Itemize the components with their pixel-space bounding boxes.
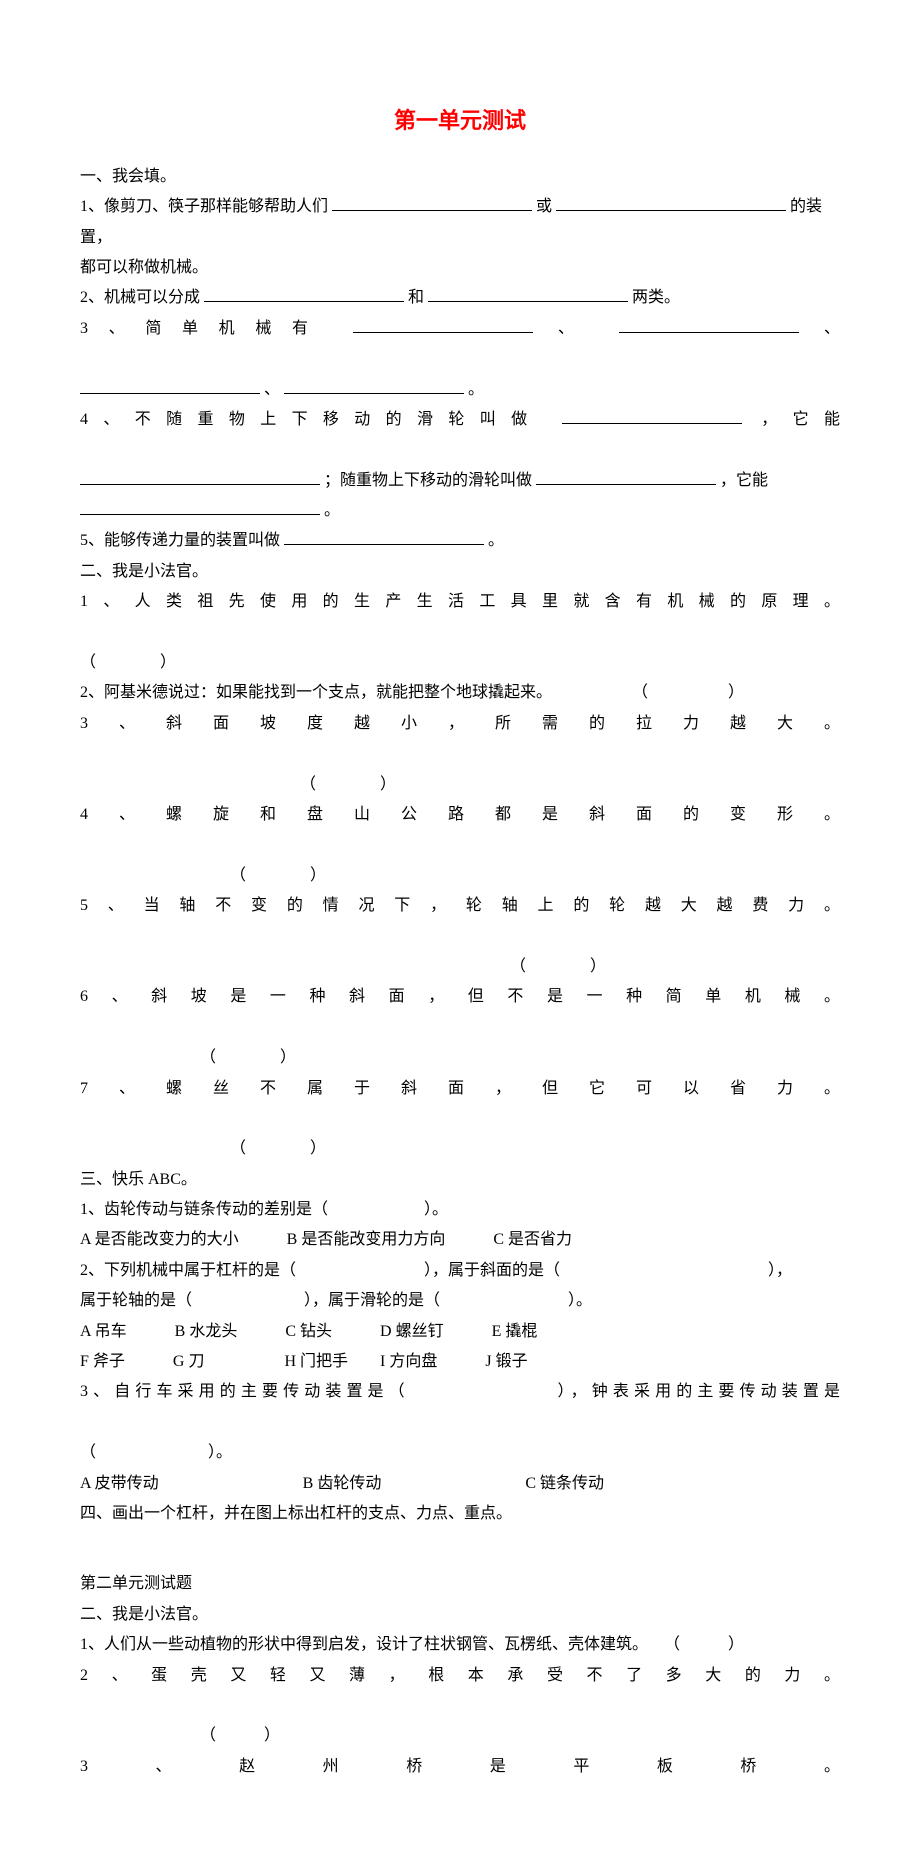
s3-q3b: （ ）。 — [80, 1438, 840, 1468]
blank[interactable] — [353, 316, 533, 333]
s2-q1-paren[interactable]: （ ） — [80, 648, 840, 678]
blank[interactable] — [80, 468, 320, 485]
text: ；随重物上下移动的滑轮叫做 — [324, 472, 532, 489]
text: 两类。 — [632, 289, 680, 306]
text: 和 — [408, 289, 424, 306]
s2-q6-paren[interactable]: （ ） — [80, 1043, 840, 1073]
text: 、 — [264, 381, 280, 398]
u2-q2-paren[interactable]: （ ） — [80, 1721, 840, 1751]
text: 。 — [324, 502, 340, 519]
s3-q1: 1、齿轮传动与链条传动的差别是（ ）。 — [80, 1195, 840, 1225]
blank[interactable] — [332, 194, 532, 211]
section1-heading: 一、我会填。 — [80, 162, 840, 192]
blank[interactable] — [80, 377, 260, 394]
s3-q2b: 属于轮轴的是（ ），属于滑轮的是（ ）。 — [80, 1286, 840, 1316]
text: 1、像剪刀、筷子那样能够帮助人们 — [80, 198, 328, 215]
s2-q4: 4、螺旋和盘山公路都是斜面的变形。 — [80, 800, 840, 861]
s1-q3-line1: 3、简单机械有 、 、 — [80, 314, 840, 375]
section2-heading: 二、我是小法官。 — [80, 557, 840, 587]
s3-q1-opts: A 是否能改变力的大小 B 是否能改变用力方向 C 是否省力 — [80, 1225, 840, 1255]
blank[interactable] — [619, 316, 799, 333]
blank[interactable] — [284, 528, 484, 545]
s1-q4-line2: ；随重物上下移动的滑轮叫做 ，它能 — [80, 466, 840, 496]
s3-q2-opts2: F 斧子 G 刀 H 门把手 I 方向盘 J 锻子 — [80, 1347, 840, 1377]
s1-q1: 1、像剪刀、筷子那样能够帮助人们 或 的装置， — [80, 192, 840, 253]
s1-q1-cont: 都可以称做机械。 — [80, 253, 840, 283]
s2-q4-paren[interactable]: （ ） — [80, 861, 840, 891]
blank[interactable] — [428, 285, 628, 302]
s3-q2-opts1: A 吊车 B 水龙头 C 钻头 D 螺丝钉 E 撬棍 — [80, 1317, 840, 1347]
s1-q4-line1: 4、不随重物上下移动的滑轮叫做 ，它能 — [80, 405, 840, 466]
text: 。 — [488, 532, 504, 549]
s2-q1: 1、人类祖先使用的生产生活工具里就含有机械的原理。 — [80, 587, 840, 648]
s2-q7-paren[interactable]: （ ） — [80, 1134, 840, 1164]
blank[interactable] — [562, 407, 742, 424]
blank[interactable] — [204, 285, 404, 302]
blank[interactable] — [284, 377, 464, 394]
spacer — [80, 1529, 840, 1569]
text: 3、简单机械有 — [80, 320, 329, 337]
s2-q7: 7、螺丝不属于斜面，但它可以省力。 — [80, 1074, 840, 1135]
text: 4、不随重物上下移动的滑轮叫做 — [80, 411, 543, 428]
document-title: 第一单元测试 — [80, 100, 840, 142]
s1-q3-line2: 、 。 — [80, 375, 840, 405]
s1-q5: 5、能够传递力量的装置叫做 。 — [80, 526, 840, 556]
s2-q2: 2、阿基米德说过：如果能找到一个支点，就能把整个地球撬起来。 （ ） — [80, 678, 840, 708]
s1-q2: 2、机械可以分成 和 两类。 — [80, 283, 840, 313]
text: 、 — [824, 320, 840, 337]
page: 第一单元测试 一、我会填。 1、像剪刀、筷子那样能够帮助人们 或 的装置， 都可… — [0, 0, 920, 1873]
s3-q3-opts: A 皮带传动 B 齿轮传动 C 链条传动 — [80, 1469, 840, 1499]
unit2-sub: 二、我是小法官。 — [80, 1600, 840, 1630]
s1-q4-line3: 。 — [80, 496, 840, 526]
text: 5、能够传递力量的装置叫做 — [80, 532, 280, 549]
s2-q3: 3、斜面坡度越小，所需的拉力越大。 — [80, 709, 840, 770]
s2-q3-paren[interactable]: （ ） — [80, 770, 840, 800]
section3-heading: 三、快乐 ABC。 — [80, 1165, 840, 1195]
blank[interactable] — [536, 468, 716, 485]
blank[interactable] — [80, 498, 320, 515]
u2-q2: 2、蛋壳又轻又薄，根本承受不了多大的力。 — [80, 1661, 840, 1722]
s3-q2a: 2、下列机械中属于杠杆的是（ ），属于斜面的是（ ）， — [80, 1256, 840, 1286]
s2-q5: 5、当轴不变的情况下，轮轴上的轮越大越费力。 — [80, 891, 840, 952]
unit2-heading: 第二单元测试题 — [80, 1569, 840, 1599]
s2-q6: 6、斜坡是一种斜面，但不是一种简单机械。 — [80, 982, 840, 1043]
text: ，它能 — [761, 411, 840, 428]
text: 或 — [536, 198, 552, 215]
section4-heading: 四、画出一个杠杆，并在图上标出杠杆的支点、力点、重点。 — [80, 1499, 840, 1529]
text: 。 — [468, 381, 484, 398]
u2-q1: 1、人们从一些动植物的形状中得到启发，设计了柱状钢管、瓦楞纸、壳体建筑。 （ ） — [80, 1630, 840, 1660]
s2-q5-paren[interactable]: （ ） — [80, 952, 840, 982]
text: 、 — [558, 320, 595, 337]
blank[interactable] — [556, 194, 786, 211]
text: 2、机械可以分成 — [80, 289, 200, 306]
text: ，它能 — [720, 472, 768, 489]
s3-q3a: 3、自行车采用的主要传动装置是（ ），钟表采用的主要传动装置是 — [80, 1377, 840, 1438]
u2-q3: 3、赵州桥是平板桥。 — [80, 1752, 840, 1813]
